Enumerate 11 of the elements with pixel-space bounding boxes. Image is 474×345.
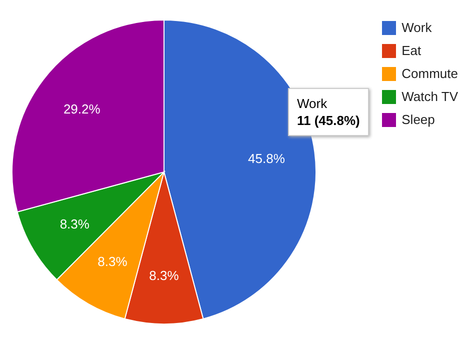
data-label: 8.3% — [98, 254, 128, 270]
legend-label: Work — [402, 19, 432, 37]
data-label: 8.3% — [149, 268, 180, 283]
data-label: 45.8% — [248, 151, 286, 166]
callout-box: Work 11 (45.8%) — [288, 88, 369, 136]
legend-label: Watch TV — [402, 88, 458, 106]
legend-label: Commute — [402, 65, 458, 83]
data-label: 29.2% — [63, 102, 101, 117]
data-label: 8.3% — [60, 216, 90, 232]
legend-label: Eat — [402, 42, 422, 60]
legend-label: Sleep — [402, 111, 435, 129]
